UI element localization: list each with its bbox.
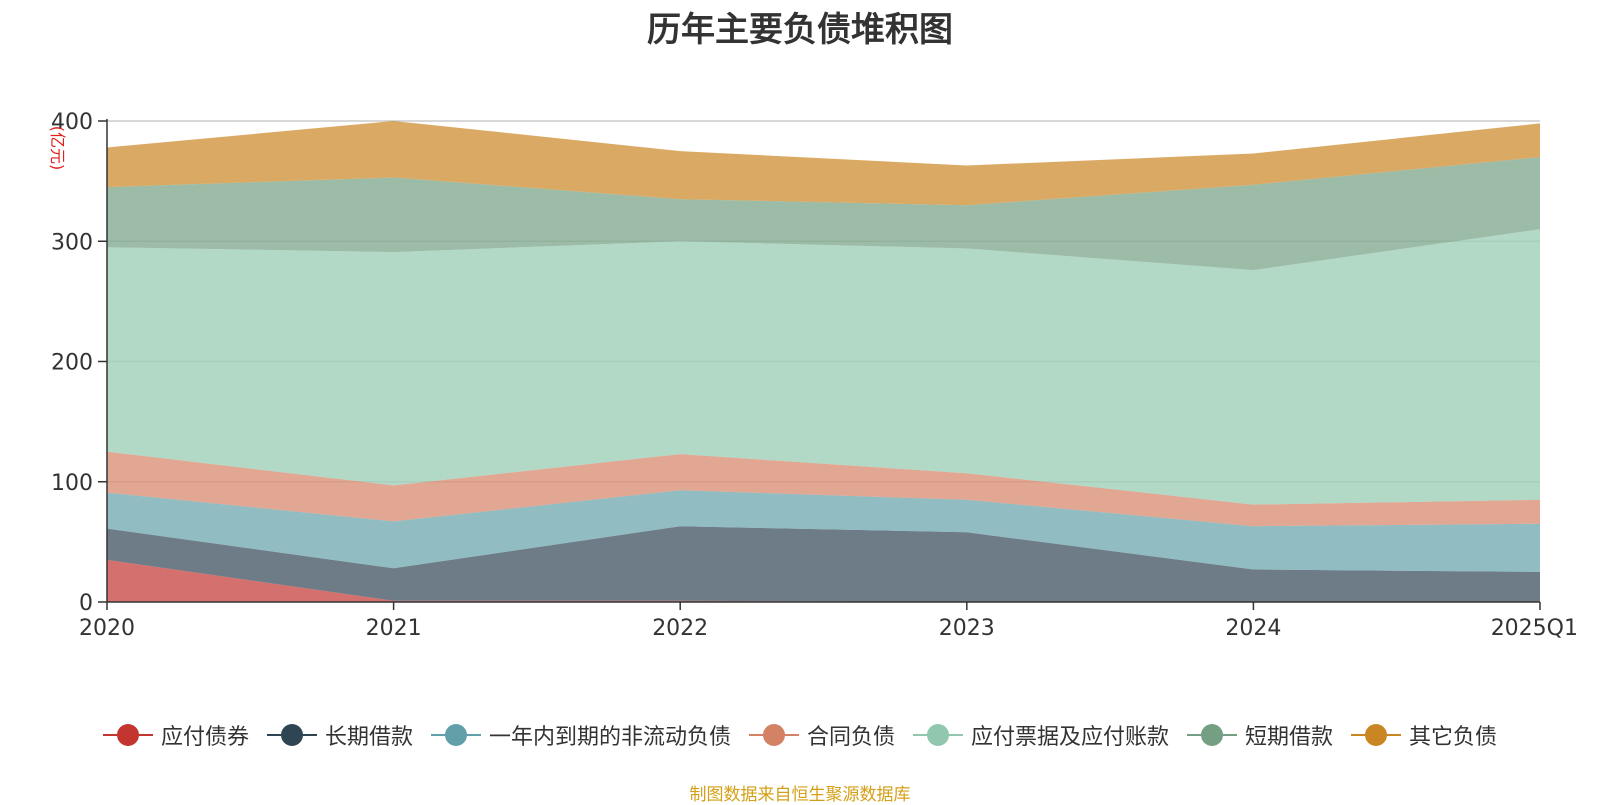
x-tick-label: 2021	[366, 616, 422, 641]
legend-label: 应付债券	[160, 725, 249, 750]
legend-label: 应付票据及应付账款	[971, 725, 1170, 750]
y-tick-label: 300	[51, 230, 93, 255]
legend-label: 一年内到期的非流动负债	[488, 725, 731, 750]
area-5	[107, 229, 1540, 505]
legend-marker-icon	[430, 723, 481, 747]
y-tick-label: 100	[51, 471, 93, 496]
y-tick-label: 0	[79, 591, 93, 616]
legend-item[interactable]: 短期借款	[1187, 719, 1333, 751]
y-tick-label: 200	[51, 351, 93, 376]
x-tick-label: 2024	[1225, 616, 1281, 641]
legend-marker-icon	[266, 723, 317, 747]
x-tick-label: 2025Q1	[1491, 616, 1578, 641]
area-2	[107, 526, 1540, 602]
chart-title: 历年主要负债堆积图	[647, 10, 953, 50]
x-tick-label: 2022	[652, 616, 708, 641]
area-1	[107, 559, 1540, 602]
legend-marker-icon	[1187, 723, 1238, 747]
legend-item[interactable]: 合同负债	[748, 719, 895, 751]
area-7	[107, 121, 1540, 206]
area-6	[107, 157, 1540, 271]
legend-marker-icon	[748, 723, 799, 747]
x-tick-label: 2023	[939, 616, 995, 641]
legend-marker-icon	[1351, 723, 1402, 747]
legend-item[interactable]: 长期借款	[266, 719, 413, 751]
source-note: 制图数据来自恒生聚源数据库	[689, 785, 911, 805]
legend-label: 其它负债	[1409, 725, 1498, 750]
x-tick-label: 2020	[79, 616, 135, 641]
legend-item[interactable]: 一年内到期的非流动负债	[430, 719, 731, 751]
axes: 0 100 200 300 400 2020 2021 2022 2023 2024 2025Q1	[51, 110, 1578, 641]
y-tick-label: 400	[51, 110, 93, 135]
legend: 应付债券 长期借款 一年内到期的非流动负债 合同负债 应付票据及应付账款 短期借款 其它负债	[0, 718, 1600, 752]
area-3	[107, 490, 1540, 572]
legend-item[interactable]: 应付债券	[102, 719, 249, 751]
area-4	[107, 451, 1540, 527]
area-series	[107, 121, 1540, 602]
legend-marker-icon	[102, 723, 153, 747]
legend-item[interactable]: 其它负债	[1351, 719, 1497, 751]
legend-item[interactable]: 应付票据及应付账款	[913, 719, 1169, 751]
legend-label: 长期借款	[324, 725, 413, 750]
legend-label: 合同负债	[806, 725, 895, 750]
y-axis-unit-label: (亿元)	[48, 126, 67, 171]
legend-label: 短期借款	[1245, 725, 1334, 750]
legend-marker-icon	[913, 723, 963, 747]
